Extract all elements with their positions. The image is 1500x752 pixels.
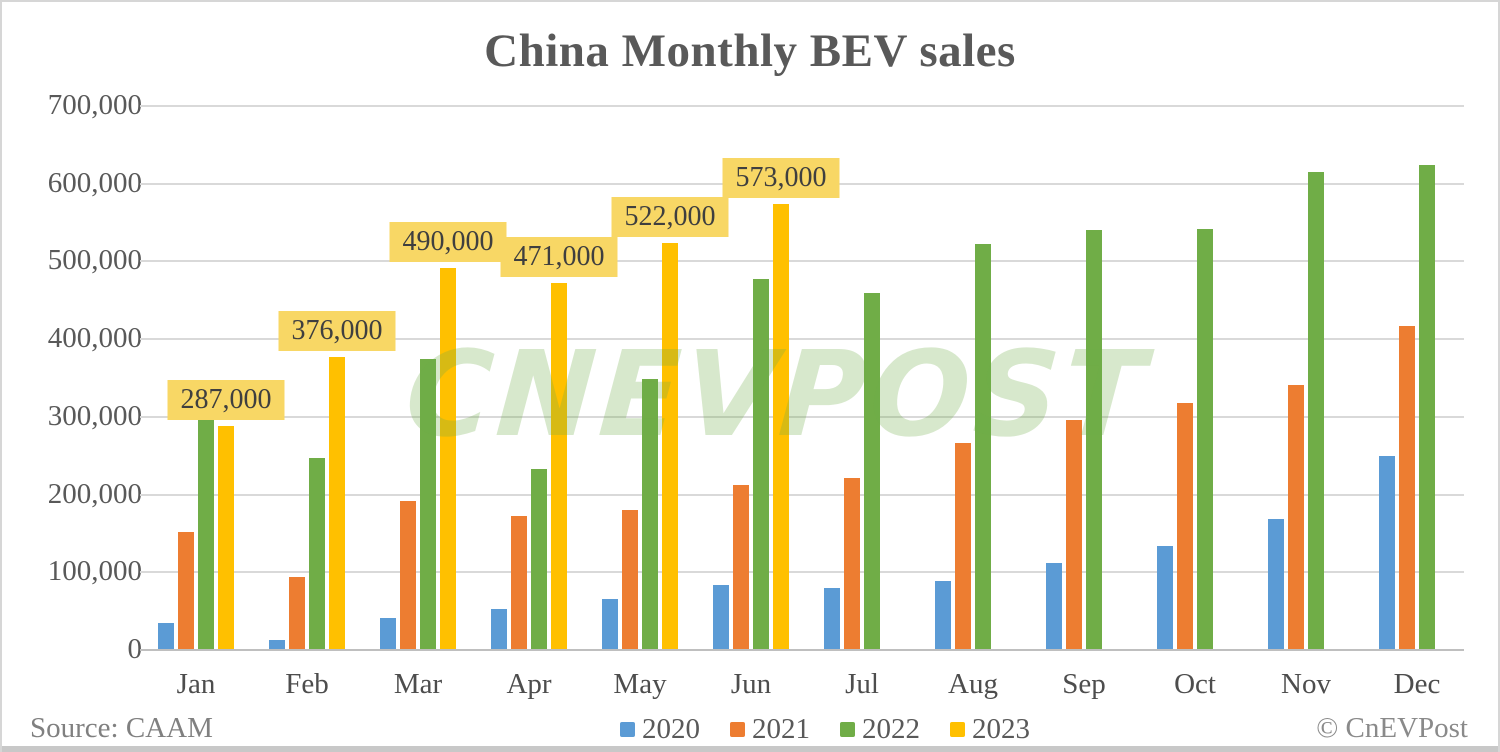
legend-swatch-2020 [620, 721, 635, 737]
gridline [140, 260, 1464, 263]
legend-swatch-2022 [840, 721, 855, 737]
bar-2021-feb [289, 576, 305, 649]
x-axis-label-feb: Feb [285, 668, 329, 700]
x-axis-label-aug: Aug [948, 668, 998, 700]
x-axis-label-nov: Nov [1281, 668, 1331, 700]
bar-2022-oct [1197, 229, 1213, 649]
bar-2020-jul [824, 588, 840, 649]
y-axis-label: 300,000 [47, 399, 142, 432]
bar-2023-mar [440, 268, 456, 649]
x-axis-line [140, 649, 1464, 651]
legend-item-2022: 2022 [840, 714, 920, 744]
bar-2020-dec [1379, 456, 1395, 649]
y-axis-label: 600,000 [47, 166, 142, 199]
bar-2020-feb [269, 640, 285, 649]
data-label-jun: 573,000 [722, 157, 840, 198]
gridline [140, 105, 1464, 107]
bar-2023-apr [551, 282, 567, 649]
data-label-feb: 376,000 [278, 310, 396, 351]
bar-2022-feb [309, 457, 325, 649]
bar-2020-nov [1268, 519, 1284, 649]
bar-2021-aug [955, 443, 971, 649]
bar-2021-dec [1399, 325, 1415, 649]
legend-label-2022: 2022 [862, 713, 920, 745]
gridline [140, 338, 1464, 341]
legend-label-2023: 2023 [972, 713, 1030, 745]
bar-2020-sep [1046, 562, 1062, 649]
bar-2022-jul [864, 293, 880, 649]
bar-2022-dec [1419, 164, 1435, 649]
plot-area: 287,000 376,000 490,000 471,000 522,000 573,0… [140, 105, 1464, 651]
watermark: CNEVPOST [401, 325, 1153, 463]
x-axis-label-jul: Jul [845, 668, 879, 700]
y-axis-label: 400,000 [47, 322, 142, 355]
bar-2021-mar [400, 501, 416, 649]
y-axis-label: 100,000 [47, 555, 142, 588]
bar-2020-apr [491, 608, 507, 649]
bar-2020-may [602, 599, 618, 649]
bar-2021-apr [511, 516, 527, 649]
bar-2020-oct [1157, 545, 1173, 649]
bar-2021-nov [1288, 384, 1304, 649]
data-label-may: 522,000 [611, 197, 729, 238]
y-axis-label: 700,000 [47, 89, 142, 121]
bar-2021-jul [844, 478, 860, 649]
gridline [140, 571, 1464, 574]
y-axis-label: 200,000 [47, 477, 142, 510]
x-axis-label-jun: Jun [730, 668, 772, 700]
legend-swatch-2023 [950, 721, 965, 737]
bar-2023-jan [218, 425, 234, 649]
data-label-jan: 287,000 [167, 379, 285, 420]
bar-2020-jun [713, 585, 729, 649]
bar-2021-oct [1177, 403, 1193, 649]
x-axis-label-sep: Sep [1062, 668, 1106, 700]
legend-label-2021: 2021 [752, 713, 810, 745]
legend-label-2020: 2020 [642, 713, 700, 745]
y-axis-label: 500,000 [47, 244, 142, 277]
bar-2022-jan [198, 415, 214, 649]
gridline [140, 415, 1464, 418]
legend-item-2020: 2020 [620, 714, 700, 744]
bar-2023-jun [773, 203, 789, 649]
data-label-apr: 471,000 [500, 236, 618, 277]
bar-2022-aug [975, 244, 991, 649]
legend-item-2021: 2021 [730, 714, 810, 744]
bar-2023-may [662, 243, 678, 649]
x-axis-label-apr: Apr [506, 668, 552, 700]
y-axis-label: 0 [127, 633, 143, 665]
legend-swatch-2021 [730, 721, 745, 737]
bar-2022-nov [1308, 171, 1324, 649]
data-label-mar: 490,000 [389, 222, 507, 263]
x-axis-label-mar: Mar [393, 668, 443, 700]
bar-2020-aug [935, 580, 951, 649]
bar-2022-mar [420, 359, 436, 649]
bar-2022-jun [753, 279, 769, 649]
bar-2022-may [642, 379, 658, 649]
x-axis-label-dec: Dec [1393, 668, 1441, 700]
bar-2021-sep [1066, 419, 1082, 649]
legend: 2020 2021 2022 2023 [620, 714, 1030, 744]
bar-2022-apr [531, 469, 547, 649]
bar-2021-jun [733, 485, 749, 649]
bar-2022-sep [1086, 230, 1102, 649]
copyright-note: © CnEVPost [1316, 712, 1468, 744]
chart-title: China Monthly BEV sales [484, 25, 1016, 77]
bottom-edge-strip [2, 746, 1498, 752]
x-axis-label-oct: Oct [1174, 668, 1216, 700]
bar-2023-feb [329, 356, 345, 649]
gridline [140, 493, 1464, 496]
x-axis-label-may: May [613, 668, 667, 700]
source-note: Source: CAAM [30, 712, 213, 744]
x-axis-label-jan: Jan [176, 668, 216, 700]
bar-2020-jan [158, 622, 174, 649]
bar-2020-mar [380, 617, 396, 649]
legend-item-2023: 2023 [950, 714, 1030, 744]
bar-2021-may [622, 509, 638, 649]
bar-2021-jan [178, 531, 194, 649]
